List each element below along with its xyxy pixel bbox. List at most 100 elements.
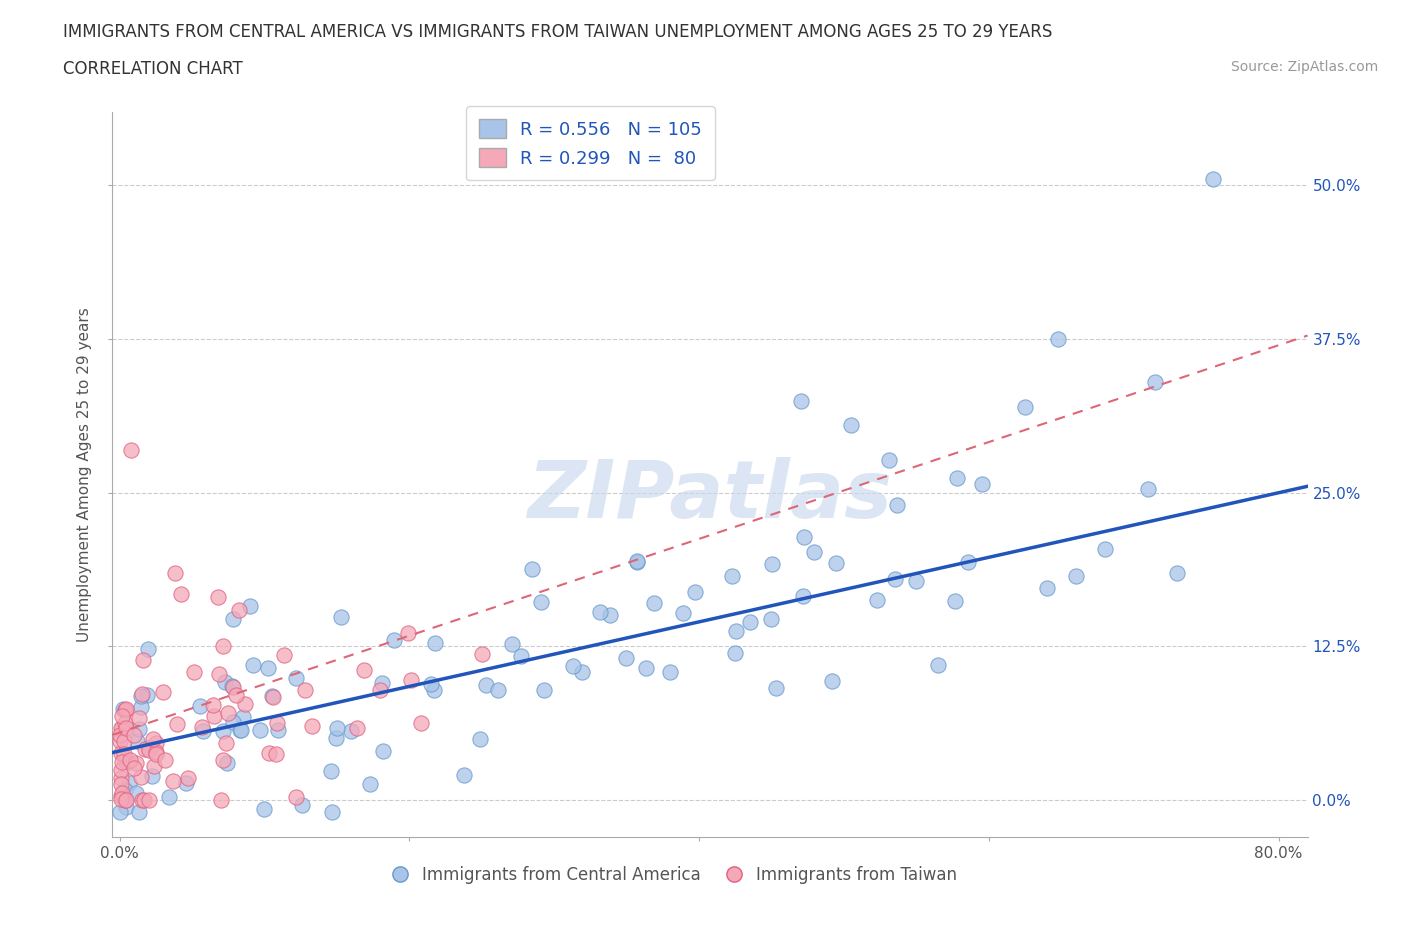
Point xyxy=(112,747,135,762)
Point xyxy=(382,633,405,648)
Point xyxy=(162,774,184,789)
Point xyxy=(399,672,422,687)
Point xyxy=(422,683,444,698)
Point xyxy=(134,741,156,756)
Point xyxy=(956,554,979,569)
Point xyxy=(1166,565,1188,580)
Point xyxy=(212,752,235,767)
Point xyxy=(176,776,198,790)
Point xyxy=(321,764,343,778)
Point xyxy=(879,452,901,467)
Point xyxy=(217,705,239,720)
Point xyxy=(115,701,138,716)
Point xyxy=(792,589,814,604)
Point xyxy=(112,734,135,749)
Point xyxy=(257,660,280,675)
Point xyxy=(110,791,132,806)
Point xyxy=(685,585,707,600)
Point xyxy=(738,615,761,630)
Point xyxy=(110,777,132,791)
Point xyxy=(231,723,253,737)
Point xyxy=(114,715,136,730)
Point xyxy=(183,665,205,680)
Point xyxy=(229,723,252,737)
Point xyxy=(884,572,907,587)
Point xyxy=(321,805,343,820)
Point xyxy=(522,561,544,576)
Point xyxy=(264,746,287,761)
Point xyxy=(1047,332,1070,347)
Point xyxy=(114,702,136,717)
Point xyxy=(291,798,314,813)
Point xyxy=(118,776,141,790)
Point xyxy=(215,736,238,751)
Point xyxy=(561,658,583,673)
Point xyxy=(724,645,747,660)
Text: CORRELATION CHART: CORRELATION CHART xyxy=(63,60,243,78)
Point xyxy=(177,770,200,785)
Point xyxy=(110,763,132,777)
Point xyxy=(509,648,531,663)
Point xyxy=(114,702,136,717)
Point xyxy=(1064,569,1087,584)
Point xyxy=(212,724,235,738)
Point xyxy=(659,664,682,679)
Point xyxy=(108,734,131,749)
Point xyxy=(120,443,142,458)
Point xyxy=(946,471,969,485)
Point xyxy=(1094,541,1116,556)
Point xyxy=(825,556,848,571)
Point xyxy=(110,789,132,804)
Point xyxy=(724,624,747,639)
Point xyxy=(110,746,132,761)
Point xyxy=(789,393,811,408)
Point xyxy=(371,744,394,759)
Point xyxy=(571,664,593,679)
Point xyxy=(325,731,347,746)
Point xyxy=(111,785,134,800)
Point xyxy=(110,720,132,735)
Point xyxy=(145,744,167,759)
Point xyxy=(533,683,555,698)
Point xyxy=(765,680,787,695)
Point xyxy=(190,720,212,735)
Point xyxy=(232,710,254,724)
Point xyxy=(346,720,368,735)
Point xyxy=(114,792,136,807)
Point xyxy=(207,590,229,604)
Point xyxy=(905,574,928,589)
Point xyxy=(329,609,352,624)
Point xyxy=(453,767,475,782)
Point xyxy=(471,646,494,661)
Point xyxy=(111,709,134,724)
Point xyxy=(114,799,136,814)
Point xyxy=(599,608,621,623)
Point xyxy=(166,717,188,732)
Point xyxy=(128,805,150,820)
Point xyxy=(927,658,949,672)
Point xyxy=(114,753,136,768)
Point xyxy=(211,638,233,653)
Point xyxy=(1202,172,1225,187)
Point xyxy=(111,755,134,770)
Point xyxy=(128,711,150,725)
Point xyxy=(214,674,236,689)
Point xyxy=(470,732,492,747)
Point xyxy=(643,595,665,610)
Point xyxy=(221,679,243,694)
Point xyxy=(153,752,176,767)
Point xyxy=(803,545,825,560)
Point xyxy=(326,720,349,735)
Point xyxy=(626,554,648,569)
Point xyxy=(110,771,132,786)
Point xyxy=(202,709,225,724)
Point xyxy=(1014,399,1036,414)
Point xyxy=(301,719,323,734)
Point xyxy=(371,675,394,690)
Point xyxy=(111,790,134,804)
Point xyxy=(152,685,174,700)
Point xyxy=(262,690,284,705)
Point xyxy=(157,790,180,804)
Point xyxy=(839,418,862,432)
Point xyxy=(117,755,139,770)
